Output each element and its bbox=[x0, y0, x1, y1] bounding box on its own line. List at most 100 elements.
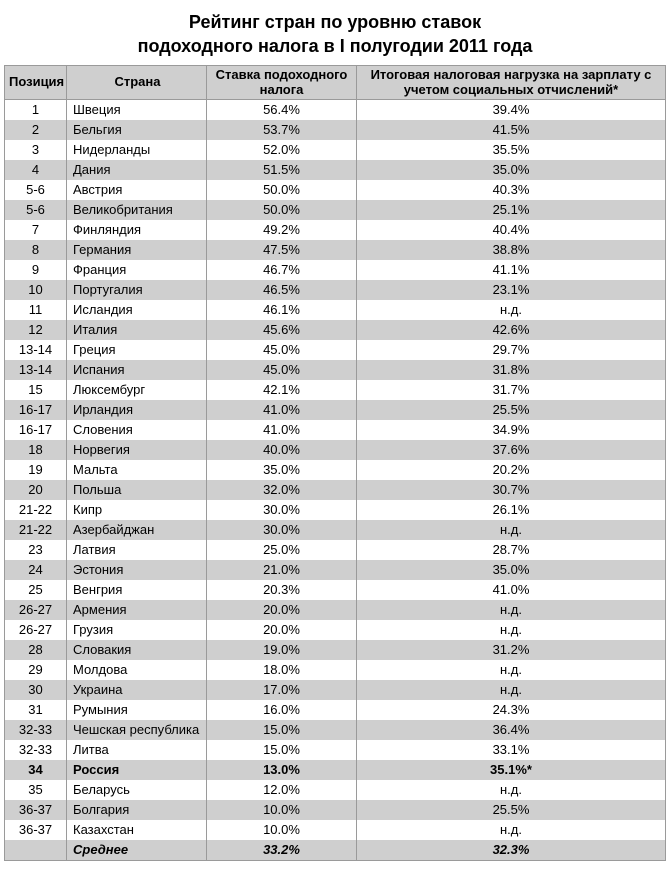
cell-rate: 35.0% bbox=[207, 460, 357, 480]
cell-rate: 42.1% bbox=[207, 380, 357, 400]
cell-country: Великобритания bbox=[67, 200, 207, 220]
cell-country: Беларусь bbox=[67, 780, 207, 800]
cell-rate: 15.0% bbox=[207, 740, 357, 760]
table-row: 7Финляндия49.2%40.4% bbox=[5, 220, 666, 240]
table-row: 12Италия45.6%42.6% bbox=[5, 320, 666, 340]
cell-position: 9 bbox=[5, 260, 67, 280]
table-row: 16-17Ирландия41.0%25.5% bbox=[5, 400, 666, 420]
table-row: 2Бельгия53.7%41.5% bbox=[5, 120, 666, 140]
cell-country: Азербайджан bbox=[67, 520, 207, 540]
cell-country: Грузия bbox=[67, 620, 207, 640]
table-row: 20Польша32.0%30.7% bbox=[5, 480, 666, 500]
table-row: 21-22Кипр30.0%26.1% bbox=[5, 500, 666, 520]
table-row: 15Люксембург42.1%31.7% bbox=[5, 380, 666, 400]
cell-country: Австрия bbox=[67, 180, 207, 200]
cell-country: Румыния bbox=[67, 700, 207, 720]
cell-rate: 47.5% bbox=[207, 240, 357, 260]
cell-total: 33.1% bbox=[357, 740, 666, 760]
cell-position: 30 bbox=[5, 680, 67, 700]
cell-country: Россия bbox=[67, 760, 207, 780]
page-title: Рейтинг стран по уровню ставок подоходно… bbox=[4, 4, 666, 65]
cell-total: 35.0% bbox=[357, 160, 666, 180]
cell-position: 13-14 bbox=[5, 360, 67, 380]
cell-rate: 12.0% bbox=[207, 780, 357, 800]
title-line-2: подоходного налога в I полугодии 2011 го… bbox=[138, 36, 533, 56]
cell-total: 30.7% bbox=[357, 480, 666, 500]
cell-country: Ирландия bbox=[67, 400, 207, 420]
cell-position: 8 bbox=[5, 240, 67, 260]
cell-position: 28 bbox=[5, 640, 67, 660]
cell-rate: 10.0% bbox=[207, 800, 357, 820]
cell-country: Мальта bbox=[67, 460, 207, 480]
table-row: 8Германия47.5%38.8% bbox=[5, 240, 666, 260]
cell-position: 18 bbox=[5, 440, 67, 460]
cell-position: 35 bbox=[5, 780, 67, 800]
cell-total: н.д. bbox=[357, 660, 666, 680]
table-row: 1Швеция56.4%39.4% bbox=[5, 100, 666, 121]
cell-total: 36.4% bbox=[357, 720, 666, 740]
cell-rate: 50.0% bbox=[207, 200, 357, 220]
table-row: 21-22Азербайджан30.0%н.д. bbox=[5, 520, 666, 540]
cell-position: 36-37 bbox=[5, 820, 67, 840]
cell-position: 7 bbox=[5, 220, 67, 240]
cell-country: Испания bbox=[67, 360, 207, 380]
col-header-country: Страна bbox=[67, 65, 207, 100]
cell-total: 23.1% bbox=[357, 280, 666, 300]
cell-country: Украина bbox=[67, 680, 207, 700]
cell-total: 35.5% bbox=[357, 140, 666, 160]
cell-country: Среднее bbox=[67, 840, 207, 861]
cell-country: Люксембург bbox=[67, 380, 207, 400]
cell-position: 11 bbox=[5, 300, 67, 320]
table-row: 19Мальта35.0%20.2% bbox=[5, 460, 666, 480]
table-row: 34Россия13.0%35.1%* bbox=[5, 760, 666, 780]
cell-position bbox=[5, 840, 67, 861]
cell-total: 28.7% bbox=[357, 540, 666, 560]
cell-position: 10 bbox=[5, 280, 67, 300]
cell-total: 41.0% bbox=[357, 580, 666, 600]
cell-country: Бельгия bbox=[67, 120, 207, 140]
cell-rate: 20.0% bbox=[207, 600, 357, 620]
cell-position: 21-22 bbox=[5, 520, 67, 540]
cell-position: 1 bbox=[5, 100, 67, 121]
cell-rate: 46.5% bbox=[207, 280, 357, 300]
table-row: 32-33Литва15.0%33.1% bbox=[5, 740, 666, 760]
cell-total: 37.6% bbox=[357, 440, 666, 460]
cell-rate: 33.2% bbox=[207, 840, 357, 861]
table-row: Среднее33.2%32.3% bbox=[5, 840, 666, 861]
table-row: 26-27Грузия20.0%н.д. bbox=[5, 620, 666, 640]
table-body: 1Швеция56.4%39.4%2Бельгия53.7%41.5%3Ниде… bbox=[5, 100, 666, 861]
cell-position: 32-33 bbox=[5, 740, 67, 760]
table-row: 35Беларусь12.0%н.д. bbox=[5, 780, 666, 800]
cell-country: Армения bbox=[67, 600, 207, 620]
cell-rate: 53.7% bbox=[207, 120, 357, 140]
cell-position: 3 bbox=[5, 140, 67, 160]
cell-country: Словения bbox=[67, 420, 207, 440]
title-line-1: Рейтинг стран по уровню ставок bbox=[189, 12, 481, 32]
cell-total: 29.7% bbox=[357, 340, 666, 360]
cell-rate: 25.0% bbox=[207, 540, 357, 560]
cell-rate: 51.5% bbox=[207, 160, 357, 180]
cell-rate: 16.0% bbox=[207, 700, 357, 720]
cell-rate: 30.0% bbox=[207, 520, 357, 540]
cell-country: Латвия bbox=[67, 540, 207, 560]
table-row: 24Эстония21.0%35.0% bbox=[5, 560, 666, 580]
cell-country: Исландия bbox=[67, 300, 207, 320]
table-row: 10Португалия46.5%23.1% bbox=[5, 280, 666, 300]
tax-ranking-table: Позиция Страна Ставка подоходного налога… bbox=[4, 65, 666, 862]
cell-rate: 50.0% bbox=[207, 180, 357, 200]
cell-rate: 10.0% bbox=[207, 820, 357, 840]
table-row: 18Норвегия40.0%37.6% bbox=[5, 440, 666, 460]
cell-country: Молдова bbox=[67, 660, 207, 680]
cell-total: 41.5% bbox=[357, 120, 666, 140]
cell-position: 29 bbox=[5, 660, 67, 680]
cell-country: Чешская республика bbox=[67, 720, 207, 740]
cell-position: 12 bbox=[5, 320, 67, 340]
cell-position: 16-17 bbox=[5, 400, 67, 420]
cell-rate: 56.4% bbox=[207, 100, 357, 121]
cell-country: Греция bbox=[67, 340, 207, 360]
table-row: 13-14Испания45.0%31.8% bbox=[5, 360, 666, 380]
cell-position: 24 bbox=[5, 560, 67, 580]
cell-total: 35.0% bbox=[357, 560, 666, 580]
col-header-total: Итоговая налоговая нагрузка на зарплату … bbox=[357, 65, 666, 100]
cell-position: 21-22 bbox=[5, 500, 67, 520]
